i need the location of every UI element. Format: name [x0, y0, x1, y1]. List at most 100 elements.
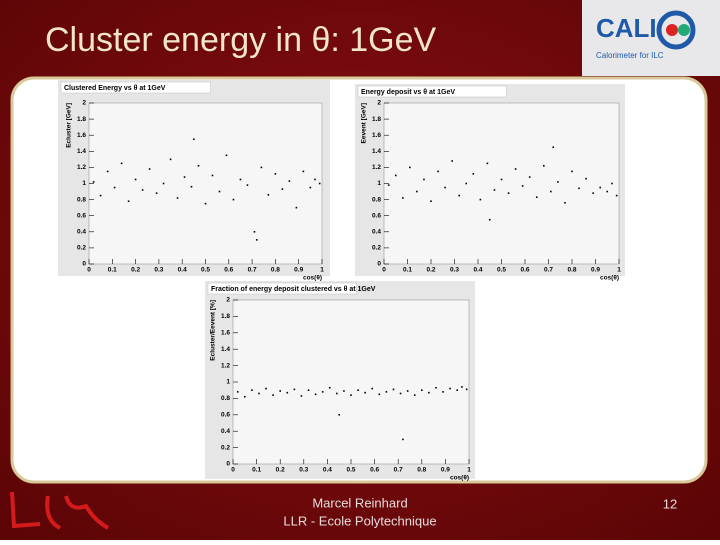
slide-title: Cluster energy in θ: 1GeV: [45, 21, 437, 59]
x-tick-label: 0: [382, 267, 386, 274]
y-tick-label: 0.6: [77, 212, 86, 219]
point: [578, 187, 580, 190]
charts: Clustered Energy vs θ at 1GeV 0 0.1 0.2 0.3 0…: [58, 80, 625, 482]
point: [611, 182, 613, 185]
y-tick-label: 0.8: [221, 395, 230, 402]
point: [120, 162, 123, 165]
point: [606, 190, 609, 193]
x-tick-label: 0.8: [417, 467, 426, 474]
point: [253, 231, 256, 233]
plot-area: [88, 102, 323, 265]
point: [571, 170, 573, 173]
logo-dot: [678, 24, 690, 36]
point: [394, 174, 397, 177]
point: [458, 194, 460, 197]
x-tick-label: 0.5: [346, 467, 355, 474]
x-axis-label: cos(θ): [303, 275, 322, 282]
point: [286, 391, 289, 394]
point: [225, 154, 228, 157]
point: [343, 390, 345, 392]
x-tick-label: 0.5: [201, 267, 210, 274]
point: [385, 391, 388, 393]
y-tick-label: 1.6: [372, 132, 381, 139]
point: [444, 186, 446, 189]
point: [465, 388, 468, 391]
chart-title: Fraction of energy deposit clustered vs …: [211, 286, 376, 293]
y-tick-label: 2: [226, 297, 230, 304]
chart: Clustered Energy vs θ at 1GeV 0 0.1 0.2 0.3 0…: [58, 80, 330, 282]
point: [585, 177, 587, 180]
point: [281, 188, 284, 190]
llr-logo: [10, 491, 110, 530]
x-tick-label: 1: [467, 467, 471, 474]
point: [564, 202, 566, 204]
y-tick-label: 2: [82, 100, 86, 107]
x-tick-label: 0.4: [323, 467, 332, 474]
x-tick-label: 0.3: [450, 267, 459, 274]
y-tick-label: 1.8: [77, 116, 86, 123]
point: [507, 192, 510, 194]
point: [428, 391, 430, 394]
point: [148, 168, 151, 170]
point: [493, 189, 496, 191]
point: [197, 164, 200, 167]
point: [307, 389, 310, 391]
point: [486, 162, 489, 165]
x-tick-label: 0.7: [544, 267, 553, 274]
point: [402, 438, 404, 441]
point: [528, 176, 531, 178]
point: [557, 181, 559, 183]
x-tick-label: 0.8: [567, 267, 576, 274]
y-tick-label: 1.4: [77, 148, 86, 155]
point: [399, 392, 402, 395]
point: [293, 388, 296, 391]
x-tick-label: 1: [320, 267, 324, 274]
logo-text: CALI: [596, 13, 657, 43]
x-tick-label: 0.4: [473, 267, 482, 274]
point: [309, 186, 312, 189]
point: [465, 182, 468, 185]
x-tick-label: 0.2: [426, 267, 435, 274]
point: [437, 170, 439, 173]
point: [127, 200, 130, 203]
point: [162, 182, 165, 185]
y-axis-label: Eevent [GeV]: [361, 103, 368, 143]
x-tick-label: 0.9: [294, 267, 303, 274]
y-tick-label: 1.2: [77, 164, 86, 171]
point: [592, 192, 594, 194]
x-tick-label: 0.6: [520, 267, 529, 274]
point: [239, 178, 242, 181]
point: [550, 190, 552, 193]
x-tick-label: 0.3: [154, 267, 163, 274]
point: [99, 194, 102, 197]
point: [378, 393, 381, 396]
point: [246, 184, 249, 186]
y-tick-label: 1.2: [372, 164, 381, 171]
point: [92, 181, 95, 183]
point: [423, 178, 425, 181]
title-box: [60, 81, 211, 94]
point: [500, 178, 503, 181]
point: [416, 190, 418, 193]
point: [318, 182, 321, 185]
point: [134, 178, 137, 181]
y-tick-label: 1: [226, 379, 230, 386]
y-tick-label: 1: [377, 180, 381, 187]
point: [479, 198, 482, 201]
point: [514, 168, 517, 170]
logo-box: [582, 0, 720, 76]
x-tick-label: 0.7: [248, 267, 257, 274]
point: [406, 390, 409, 392]
point: [279, 390, 281, 392]
point: [141, 189, 144, 191]
y-tick-label: 1.6: [77, 132, 86, 139]
x-tick-label: 0.9: [441, 467, 450, 474]
point: [260, 166, 263, 169]
point: [472, 173, 475, 175]
x-tick-label: 0.2: [276, 467, 285, 474]
y-axis-label: Ecluster/Eevent [%]: [210, 300, 217, 361]
point: [265, 387, 267, 390]
point: [193, 138, 195, 141]
x-tick-label: 0.1: [108, 267, 117, 274]
